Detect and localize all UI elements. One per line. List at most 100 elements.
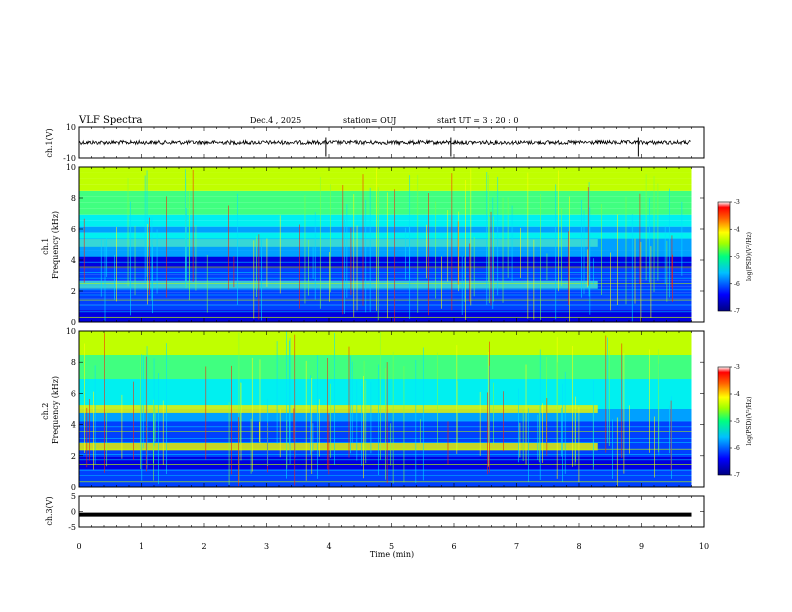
ch1-spec-row: [79, 286, 692, 293]
ch2-spec-ytick-label: 4: [71, 421, 76, 430]
ch2-spec-row: [79, 343, 692, 349]
ch1-spec-ylabel: ch.1 Frequency (kHz): [41, 211, 60, 279]
x-tick-label: 1: [139, 542, 144, 551]
ch1-spectrogram-panel: 0 2 4 6 8 10: [66, 163, 705, 327]
ch1-spec-ytick-label: 4: [71, 256, 76, 265]
ch2-colorbar-tick-label: -7: [734, 472, 740, 479]
ch1-spec-row: [79, 316, 692, 322]
ch1-spec-ylabel-line1: ch.1: [41, 238, 50, 255]
ch2-spec-ytick-label: 6: [71, 389, 76, 398]
ch1-spec-row: [79, 184, 692, 191]
ch1-spec-image: [79, 167, 692, 322]
ch1-ylabel: ch.1(V): [45, 128, 54, 157]
x-tick-label: 5: [389, 542, 394, 551]
ch2-spec-band: [79, 442, 598, 451]
ch3-wave-ytick-label: -5: [68, 523, 76, 532]
header-station: station= OUJ: [343, 116, 396, 125]
ch2-spec-row: [79, 337, 692, 343]
ch1-colorbar-label: log(PSD)(V²/Hz): [746, 232, 753, 281]
ch1-spec-row: [79, 310, 692, 317]
ch1-spec-row: [79, 268, 692, 275]
ch1-spec-row: [79, 202, 692, 209]
ch2-spec-row: [79, 361, 692, 367]
ch1-spec-row: [79, 178, 692, 185]
ch2-spec-ytick-label: 8: [71, 358, 76, 367]
x-tick-label: 7: [514, 542, 519, 551]
ch1-colorbar-tick-label: -3: [734, 199, 740, 206]
ch2-spec-row: [79, 331, 692, 337]
ch1-spec-row: [79, 250, 692, 257]
ch2-spec-row: [79, 349, 692, 355]
header-date: Dec.4 , 2025: [250, 116, 301, 125]
ch2-colorbar-tick-label: -5: [734, 418, 740, 425]
ch2-colorbar-label: log(PSD)(V²/Hz): [746, 397, 753, 446]
ch3-wave-ytick-label: 5: [71, 492, 76, 501]
x-tick-label: 4: [326, 542, 331, 551]
ch2-colorbar-tick-label: -6: [734, 445, 740, 452]
ch1-waveform-panel: 10 -10: [63, 123, 705, 163]
ch2-spec-row: [79, 355, 692, 361]
ch1-spec-row: [79, 220, 692, 227]
x-tick-label: 2: [201, 542, 206, 551]
ch2-colorbar-tick-label: -4: [734, 391, 740, 398]
ch1-colorbar-gradient: [717, 201, 731, 312]
ch2-spec-band: [79, 405, 598, 413]
ch2-spec-row: [79, 481, 692, 487]
x-axis-label: Time (min): [370, 550, 414, 559]
ch1-spec-row: [79, 304, 692, 311]
ch2-spec-ylabel-line2: Frequency (kHz): [51, 376, 60, 444]
x-tick-label: 6: [451, 542, 456, 551]
header-start-ut: start UT = 3 : 20 : 0: [437, 116, 518, 125]
x-tick-label: 9: [639, 542, 644, 551]
ch1-spec-row: [79, 274, 692, 281]
ch1-spec-row: [79, 208, 692, 215]
ch1-colorbar-tick-label: -5: [734, 254, 740, 261]
ch1-colorbar-tick-label: -4: [734, 226, 740, 233]
ch1-spec-row: [79, 232, 692, 239]
ch3-wave-ytick-label: 0: [71, 508, 76, 517]
ch1-spec-row: [79, 190, 692, 197]
ch2-colorbar-gradient: [717, 366, 731, 476]
ch1-spec-row: [79, 256, 692, 263]
ch2-spec-ytick-label: 0: [71, 483, 76, 492]
ch3-wave-frame: [78, 495, 705, 528]
ch3-waveform-panel: 5 0 -5 0 1 2 3 4 5 6 7 8 9 10: [68, 492, 709, 551]
ch1-wave-ytick-label: -10: [63, 154, 76, 163]
ch1-spec-row: [79, 298, 692, 305]
figure-title: VLF Spectra: [78, 115, 143, 126]
ch1-spec-row: [79, 172, 692, 179]
ch2-spec-ylabel-line1: ch.2: [41, 403, 50, 420]
ch1-spec-band: [79, 239, 598, 247]
ch2-spec-ytick-label: 2: [71, 452, 76, 461]
ch1-spec-row: [79, 196, 692, 203]
ch1-spec-ylabel-line2: Frequency (kHz): [51, 211, 60, 279]
x-tick-label: 0: [76, 542, 81, 551]
ch1-spec-row: [79, 226, 692, 233]
ch1-spec-row: [79, 214, 692, 221]
ch1-spec-row: [79, 244, 692, 251]
x-tick-label: 8: [576, 542, 581, 551]
ch1-colorbar-tick-label: -6: [734, 281, 740, 288]
ch1-spec-ytick-label: 6: [71, 225, 76, 234]
ch1-spec-band: [79, 280, 598, 289]
ch2-spec-image: [79, 331, 692, 487]
ch2-spec-ylabel: ch.2 Frequency (kHz): [41, 376, 60, 444]
ch1-wave-trace: [78, 138, 691, 146]
ch1-spec-ytick-label: 10: [66, 163, 76, 172]
ch1-colorbar-tick-label: -7: [734, 308, 740, 315]
ch2-spec-ytick-label: 10: [66, 327, 76, 336]
ch3-ylabel: ch.3(V): [45, 496, 54, 525]
ch2-spectrogram-panel: 0 2 4 6 8 10: [66, 327, 705, 492]
ch1-spec-ytick-label: 2: [71, 287, 76, 296]
ch1-spec-ytick-label: 0: [71, 318, 76, 327]
ch1-colorbar: -3 -4 -5 -6 -7 log(PSD)(V²/Hz): [717, 199, 753, 315]
x-tick-label: 3: [264, 542, 269, 551]
ch1-wave-ytick-label: 10: [66, 123, 76, 132]
ch2-colorbar-tick-label: -3: [734, 364, 740, 371]
x-tick-label: 10: [699, 542, 709, 551]
ch1-spec-ytick-label: 8: [71, 194, 76, 203]
ch1-spec-row: [79, 167, 692, 173]
ch2-colorbar: -3 -4 -5 -6 -7 log(PSD)(V²/Hz): [717, 364, 753, 479]
ch1-spec-row: [79, 262, 692, 269]
